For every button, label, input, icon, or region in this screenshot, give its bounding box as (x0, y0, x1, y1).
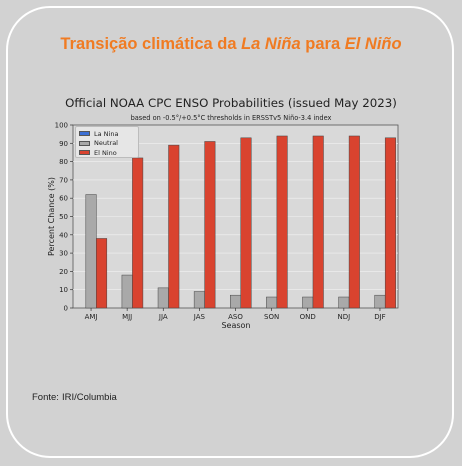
legend-item-la-nina: La Nina (79, 129, 138, 139)
legend-label-neutral: Neutral (94, 139, 118, 148)
x-tick-label: DJF (374, 313, 385, 321)
y-tick-label: 50 (59, 213, 68, 221)
title-middle: para (300, 35, 345, 53)
bar-el-nino-amj (96, 238, 108, 309)
bar-neutral-mjj (121, 274, 133, 309)
bar-neutral-djf (374, 294, 386, 309)
source-note: Fonte: IRI/Columbia (32, 392, 117, 403)
x-tick-label: JAS (193, 313, 206, 321)
bar-neutral-ndj (338, 296, 350, 309)
chart-title: Official NOAA CPC ENSO Probabilities (is… (65, 96, 397, 110)
y-tick-label: 0 (64, 305, 68, 313)
y-tick-label: 30 (59, 250, 68, 258)
y-tick-label: 20 (59, 268, 68, 276)
bar-el-nino-son (276, 135, 288, 309)
x-tick-label: ASO (228, 313, 243, 321)
bar-el-nino-ond (312, 135, 324, 309)
legend-swatch-la-nina (79, 131, 90, 137)
x-axis-label: Season (221, 321, 250, 330)
title-la-nina: La Niña (241, 35, 301, 53)
slide-title: Transição climática da La Niña para El N… (0, 35, 462, 54)
legend-label-la-nina: La Nina (94, 129, 119, 138)
legend-label-el-nino: El Nino (94, 148, 117, 157)
legend-swatch-el-nino (79, 150, 90, 156)
y-axis-label: Percent Chance (%) (47, 177, 56, 256)
x-tick-label: NDJ (337, 313, 350, 321)
y-tick-label: 100 (55, 122, 68, 130)
bar-el-nino-ndj (348, 135, 360, 309)
bar-el-nino-djf (384, 137, 396, 309)
bar-neutral-son (266, 296, 278, 309)
x-tick-label: JJA (158, 313, 168, 321)
bar-el-nino-aso (240, 137, 252, 309)
source-label: Fonte: (32, 392, 59, 403)
x-tick-label: MJJ (122, 313, 132, 321)
bar-neutral-aso (230, 294, 241, 309)
title-prefix: Transição climática da (60, 35, 242, 53)
bar-neutral-jja (157, 287, 169, 309)
y-tick-label: 40 (59, 231, 68, 239)
chart-subtitle: based on -0.5°/+0.5°C thresholds in ERSS… (131, 114, 332, 122)
y-tick-label: 80 (59, 158, 68, 166)
chart-legend: La Nina Neutral El Nino (75, 126, 139, 158)
bar-neutral-ond (302, 296, 314, 309)
legend-swatch-neutral (79, 140, 90, 146)
bar-el-nino-jas (204, 141, 216, 309)
bar-el-nino-mjj (132, 157, 144, 309)
x-tick-label: OND (300, 313, 316, 321)
source-value: IRI/Columbia (61, 392, 117, 403)
bar-neutral-jas (193, 291, 205, 309)
y-tick-label: 10 (59, 286, 68, 294)
title-el-nino: El Niño (344, 35, 402, 53)
slide-card (6, 6, 454, 458)
y-tick-label: 90 (59, 140, 68, 148)
legend-item-neutral: Neutral (79, 139, 138, 149)
x-tick-label: AMJ (85, 313, 98, 321)
bar-neutral-amj (85, 194, 97, 309)
x-tick-label: SON (264, 313, 279, 321)
legend-item-el-nino: El Nino (79, 148, 138, 158)
bar-el-nino-jja (168, 144, 180, 309)
y-tick-label: 60 (59, 195, 68, 203)
y-tick-label: 70 (59, 176, 68, 184)
